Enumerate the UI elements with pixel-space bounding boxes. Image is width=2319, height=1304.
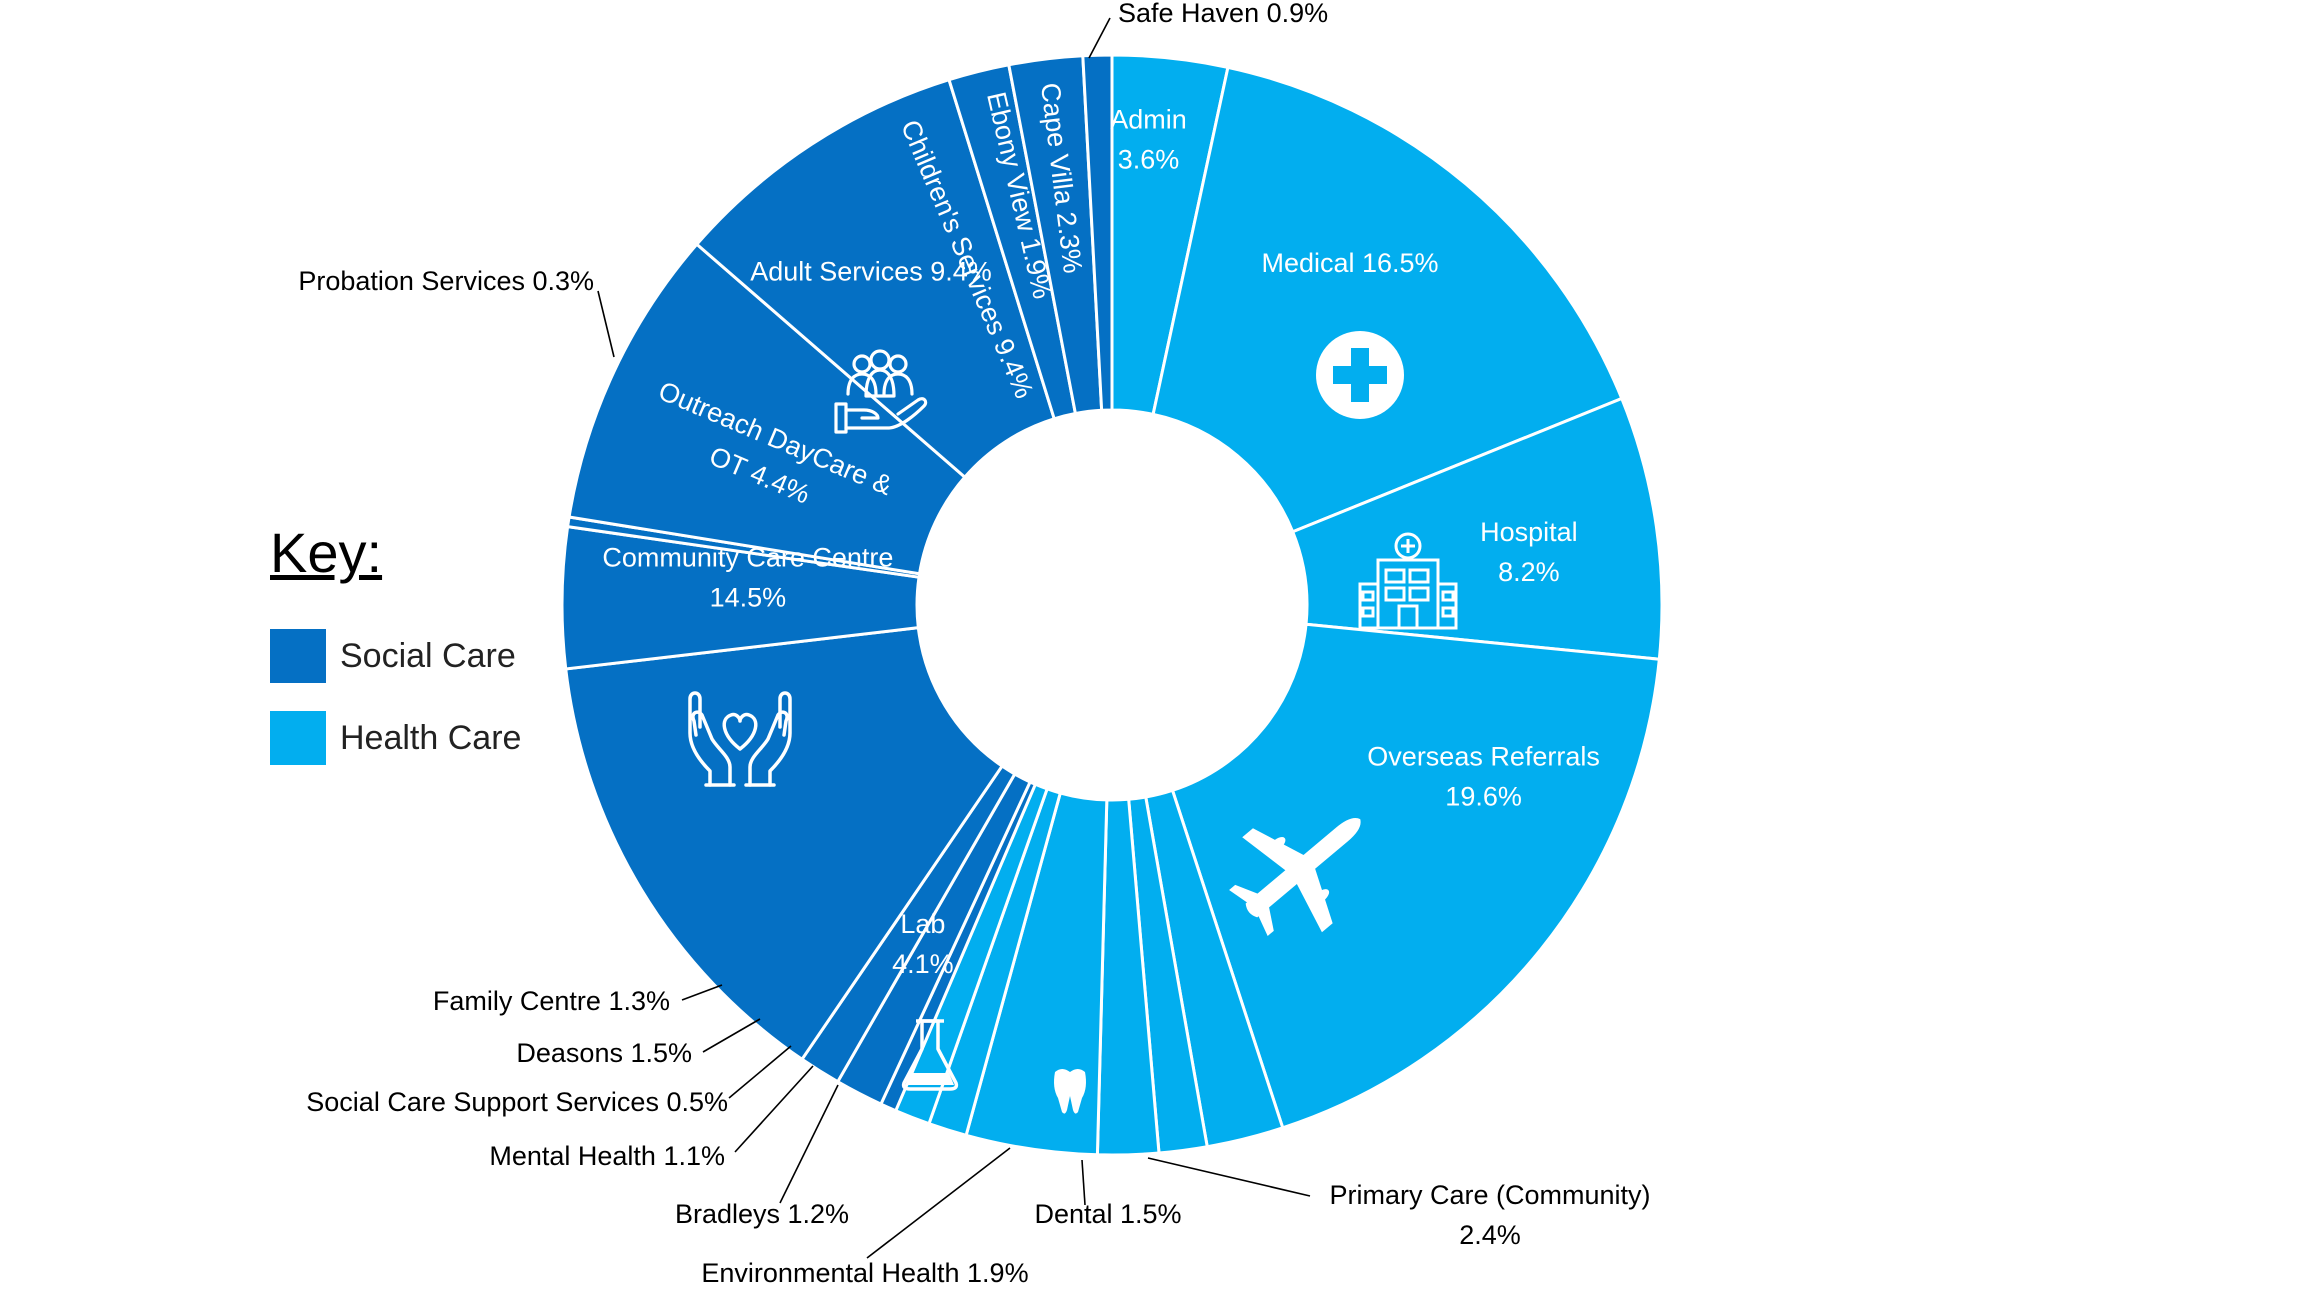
slice-label-overseas-referrals-line-2: 19.6% [1445, 781, 1522, 811]
slice-label-lab-line-1: Lab [900, 909, 945, 939]
legend-title: Key: [270, 521, 383, 584]
slice-label-primary-care-community-line-1: Primary Care (Community) [1329, 1180, 1650, 1210]
slice-label-safe-haven: Safe Haven 0.9% [1118, 0, 1328, 28]
slice-medical [1151, 65, 1624, 534]
slice-label-lab-line-2: 4.1% [892, 949, 954, 979]
leader-line-deasons [702, 1018, 761, 1053]
leader-line-safe-haven [1088, 17, 1111, 59]
slice-safe-haven [1081, 53, 1114, 412]
slice-label-deasons: Deasons 1.5% [516, 1038, 692, 1068]
slice-label-hospital-line-2: 8.2% [1498, 557, 1560, 587]
slice-label-community-care-centre-line-1: Community Care Centre [602, 543, 893, 573]
legend: Key: Social Care Health Care [270, 520, 521, 793]
label-leader-lines [597, 17, 1311, 1259]
slice-children-s-services [694, 77, 1057, 480]
slice-label-adult-services: Adult Services 9.4% [750, 256, 992, 286]
flask-icon [901, 1019, 959, 1091]
slice-label-social-care-support-services: Social Care Support Services 0.5% [306, 1087, 728, 1117]
leader-line-environmental-health [866, 1147, 1011, 1259]
leader-line-bradleys [779, 1084, 839, 1204]
slice-label-mental-health: Mental Health 1.1% [489, 1141, 725, 1171]
legend-item-health-care: Health Care [270, 711, 521, 765]
legend-label-health-care: Health Care [340, 718, 522, 757]
caring-hands-heart-icon [688, 691, 792, 787]
slice-label-admin-line-1: Admin [1110, 105, 1187, 135]
hospital-building-icon [1358, 532, 1458, 630]
slice-label-admin-line-2: 3.6% [1118, 145, 1180, 175]
slice-community-care-centre [564, 626, 1005, 1062]
group-in-hand-icon [834, 349, 928, 434]
legend-item-social-care: Social Care [270, 629, 521, 683]
leader-line-primary-care-community [1147, 1157, 1311, 1197]
leader-line-probation-services [597, 290, 615, 358]
airplane-icon [1229, 818, 1361, 936]
leader-line-social-care-support-services [728, 1045, 792, 1099]
slice-overseas-referrals [1170, 622, 1661, 1130]
slice-label-community-care-centre-line-2: 14.5% [710, 583, 787, 613]
slice-label-primary-care-community-line-2: 2.4% [1459, 1220, 1521, 1250]
slice-label-environmental-health: Environmental Health 1.9% [701, 1258, 1028, 1288]
slice-label-probation-services: Probation Services 0.3% [298, 266, 594, 296]
slice-icons [688, 331, 1458, 1114]
slice-label-overseas-referrals-line-1: Overseas Referrals [1367, 741, 1600, 771]
leader-line-mental-health [734, 1065, 814, 1153]
medical-cross-icon [1316, 331, 1404, 419]
legend-label-social-care: Social Care [340, 636, 516, 675]
slice-adult-services [567, 242, 967, 576]
slice-label-bradleys: Bradleys 1.2% [675, 1199, 849, 1229]
leader-line-family-centre [681, 984, 723, 1001]
slice-label-dental: Dental 1.5% [1034, 1199, 1181, 1229]
slice-label-family-centre: Family Centre 1.3% [433, 986, 670, 1016]
leader-line-dental [1081, 1159, 1086, 1206]
slice-label-medical: Medical 16.5% [1261, 248, 1438, 278]
legend-swatch-social-care [270, 629, 326, 683]
slice-label-hospital-line-1: Hospital [1480, 517, 1578, 547]
tooth-icon [1054, 1069, 1086, 1114]
donut-slices [560, 53, 1664, 1157]
legend-swatch-health-care [270, 711, 326, 765]
